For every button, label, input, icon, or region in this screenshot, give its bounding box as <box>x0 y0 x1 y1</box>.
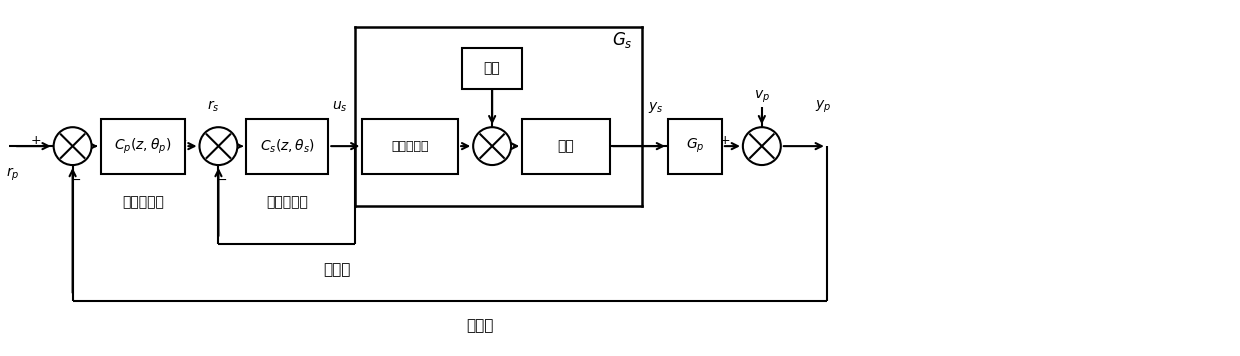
Bar <box>668 119 722 173</box>
Text: $r_p$: $r_p$ <box>6 166 20 183</box>
Text: 速度控制器: 速度控制器 <box>267 195 309 209</box>
Bar <box>247 119 329 173</box>
Bar <box>362 119 459 173</box>
Bar <box>463 47 522 89</box>
Text: $r_s$: $r_s$ <box>207 99 219 114</box>
Text: $C_p(z,\theta_p)$: $C_p(z,\theta_p)$ <box>114 136 171 156</box>
Text: 负载: 负载 <box>484 62 501 75</box>
Text: $y_s$: $y_s$ <box>649 100 663 115</box>
Circle shape <box>743 127 781 165</box>
Circle shape <box>53 127 92 165</box>
Text: $-$: $-$ <box>69 173 81 185</box>
Text: $-$: $-$ <box>216 173 227 185</box>
Text: 位置控制器: 位置控制器 <box>122 195 164 209</box>
Text: $C_s(z,\theta_s)$: $C_s(z,\theta_s)$ <box>260 137 315 155</box>
Text: 电流放大器: 电流放大器 <box>392 140 429 153</box>
Text: 电机: 电机 <box>558 139 574 153</box>
Text: $u_s$: $u_s$ <box>332 100 348 114</box>
Text: +: + <box>719 134 730 147</box>
Circle shape <box>474 127 511 165</box>
Circle shape <box>200 127 237 165</box>
Text: $y_p$: $y_p$ <box>815 99 831 115</box>
Bar <box>100 119 186 173</box>
Text: $v_p$: $v_p$ <box>754 89 770 105</box>
Text: +: + <box>30 134 41 147</box>
Text: 速度环: 速度环 <box>324 262 351 277</box>
Text: +: + <box>176 134 187 147</box>
Text: $G_p$: $G_p$ <box>686 137 704 155</box>
Bar <box>522 119 610 173</box>
Text: 位置环: 位置环 <box>466 319 494 334</box>
Text: $G_s$: $G_s$ <box>611 30 632 49</box>
